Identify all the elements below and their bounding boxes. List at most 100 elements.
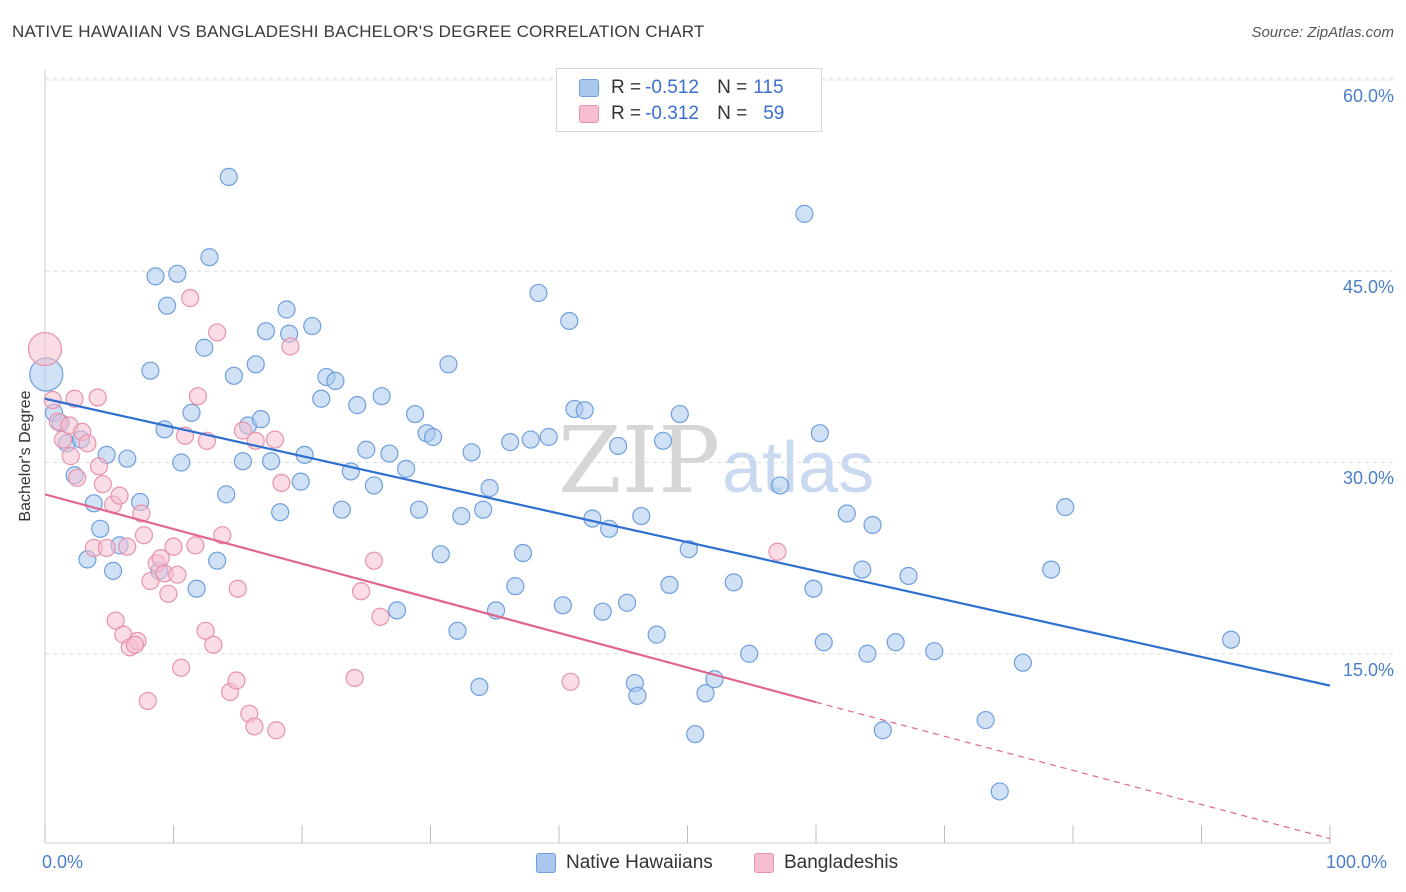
data-point	[423, 427, 443, 447]
data-point	[233, 452, 252, 471]
legend-item-native-hawaiians[interactable]: Native Hawaiians	[536, 852, 713, 874]
data-point	[521, 430, 540, 449]
data-point	[332, 500, 351, 519]
data-point	[380, 444, 399, 463]
trend-line-bangladeshis-extension	[815, 701, 1331, 840]
data-point	[539, 427, 558, 447]
data-point	[172, 658, 191, 677]
legend-row-native-hawaiians: R = -0.512 N = 115	[579, 77, 784, 99]
data-point	[281, 337, 300, 356]
data-point	[61, 447, 80, 466]
data-point	[68, 468, 87, 487]
data-point	[470, 677, 489, 697]
data-point	[217, 485, 236, 504]
data-point	[181, 288, 200, 308]
legend-item-bangladeshis[interactable]: Bangladeshis	[754, 852, 898, 874]
data-point	[501, 433, 520, 452]
data-point	[93, 475, 112, 494]
data-point	[204, 635, 223, 654]
series-legend: Native Hawaiians Bangladeshis	[0, 852, 1406, 878]
x-tick-label-max: 100.0%	[1326, 852, 1388, 872]
data-point	[118, 537, 137, 556]
data-point	[696, 684, 715, 703]
data-point	[312, 389, 331, 408]
data-point	[409, 500, 429, 519]
data-point	[164, 537, 183, 556]
correlation-legend: R = -0.512 N = 115 R = -0.312 N = 59	[556, 68, 822, 132]
trend-line-bangladeshis	[44, 493, 817, 704]
data-point	[141, 361, 160, 380]
data-point	[628, 686, 647, 705]
trend-line-native-hawaiians	[44, 397, 1331, 687]
data-point	[272, 473, 291, 492]
legend-r-label: R =	[611, 103, 642, 124]
data-point	[246, 355, 265, 374]
data-point	[357, 440, 376, 459]
data-point	[925, 642, 944, 661]
data-point	[187, 579, 206, 598]
data-point	[396, 459, 416, 478]
data-point	[227, 671, 246, 690]
series-bangladeshis	[27, 288, 787, 740]
data-point	[245, 717, 264, 736]
data-point	[134, 526, 154, 545]
data-point	[858, 644, 877, 663]
data-point	[251, 410, 270, 429]
data-point	[724, 573, 743, 592]
data-point	[168, 264, 187, 283]
data-point	[208, 551, 227, 570]
data-point	[452, 506, 471, 526]
data-point	[768, 542, 787, 561]
data-point	[91, 519, 110, 538]
y-tick-label-45: 45.0%	[1342, 277, 1394, 297]
data-point	[195, 338, 214, 357]
legend-swatch-blue	[579, 79, 599, 97]
data-point	[371, 607, 390, 626]
data-point	[795, 204, 814, 223]
data-point	[208, 323, 227, 342]
data-point	[345, 668, 364, 688]
data-point	[439, 355, 458, 374]
data-point	[262, 452, 281, 471]
data-point	[97, 538, 116, 558]
legend-n-value: 59	[763, 103, 785, 124]
legend-n-label: N =	[717, 77, 748, 98]
trend-lines	[44, 397, 1331, 840]
data-point	[291, 472, 310, 491]
data-point	[159, 584, 178, 603]
data-point	[277, 300, 296, 319]
data-point	[157, 296, 177, 315]
legend-label-bangladeshis: Bangladeshis	[784, 852, 899, 873]
data-point	[506, 577, 525, 596]
data-point	[118, 449, 137, 468]
data-point	[653, 431, 673, 450]
data-point	[561, 672, 580, 691]
y-tick-label-30: 30.0%	[1342, 468, 1394, 488]
watermark-atlas: atlas	[722, 428, 874, 508]
data-point	[853, 560, 872, 579]
data-point	[233, 421, 252, 440]
data-point	[196, 621, 215, 640]
data-point	[89, 457, 109, 476]
data-point	[125, 635, 145, 654]
data-point	[186, 536, 205, 555]
data-point	[271, 503, 290, 522]
x-tick-label-min: 0.0%	[42, 852, 84, 872]
data-point	[647, 625, 666, 644]
data-point	[480, 478, 499, 498]
data-point	[326, 371, 345, 390]
data-point	[106, 611, 125, 630]
legend-n-label: N =	[717, 103, 748, 124]
data-point	[132, 504, 151, 523]
data-point	[593, 602, 612, 621]
axes	[44, 70, 1331, 844]
data-point	[27, 331, 63, 367]
data-point	[770, 476, 790, 495]
data-point	[219, 167, 238, 186]
data-point	[364, 551, 384, 570]
legend-r-value: -0.512	[645, 77, 699, 98]
data-point	[670, 404, 689, 424]
legend-swatch-pink	[579, 105, 599, 123]
data-point	[78, 434, 97, 453]
data-point	[405, 404, 425, 424]
